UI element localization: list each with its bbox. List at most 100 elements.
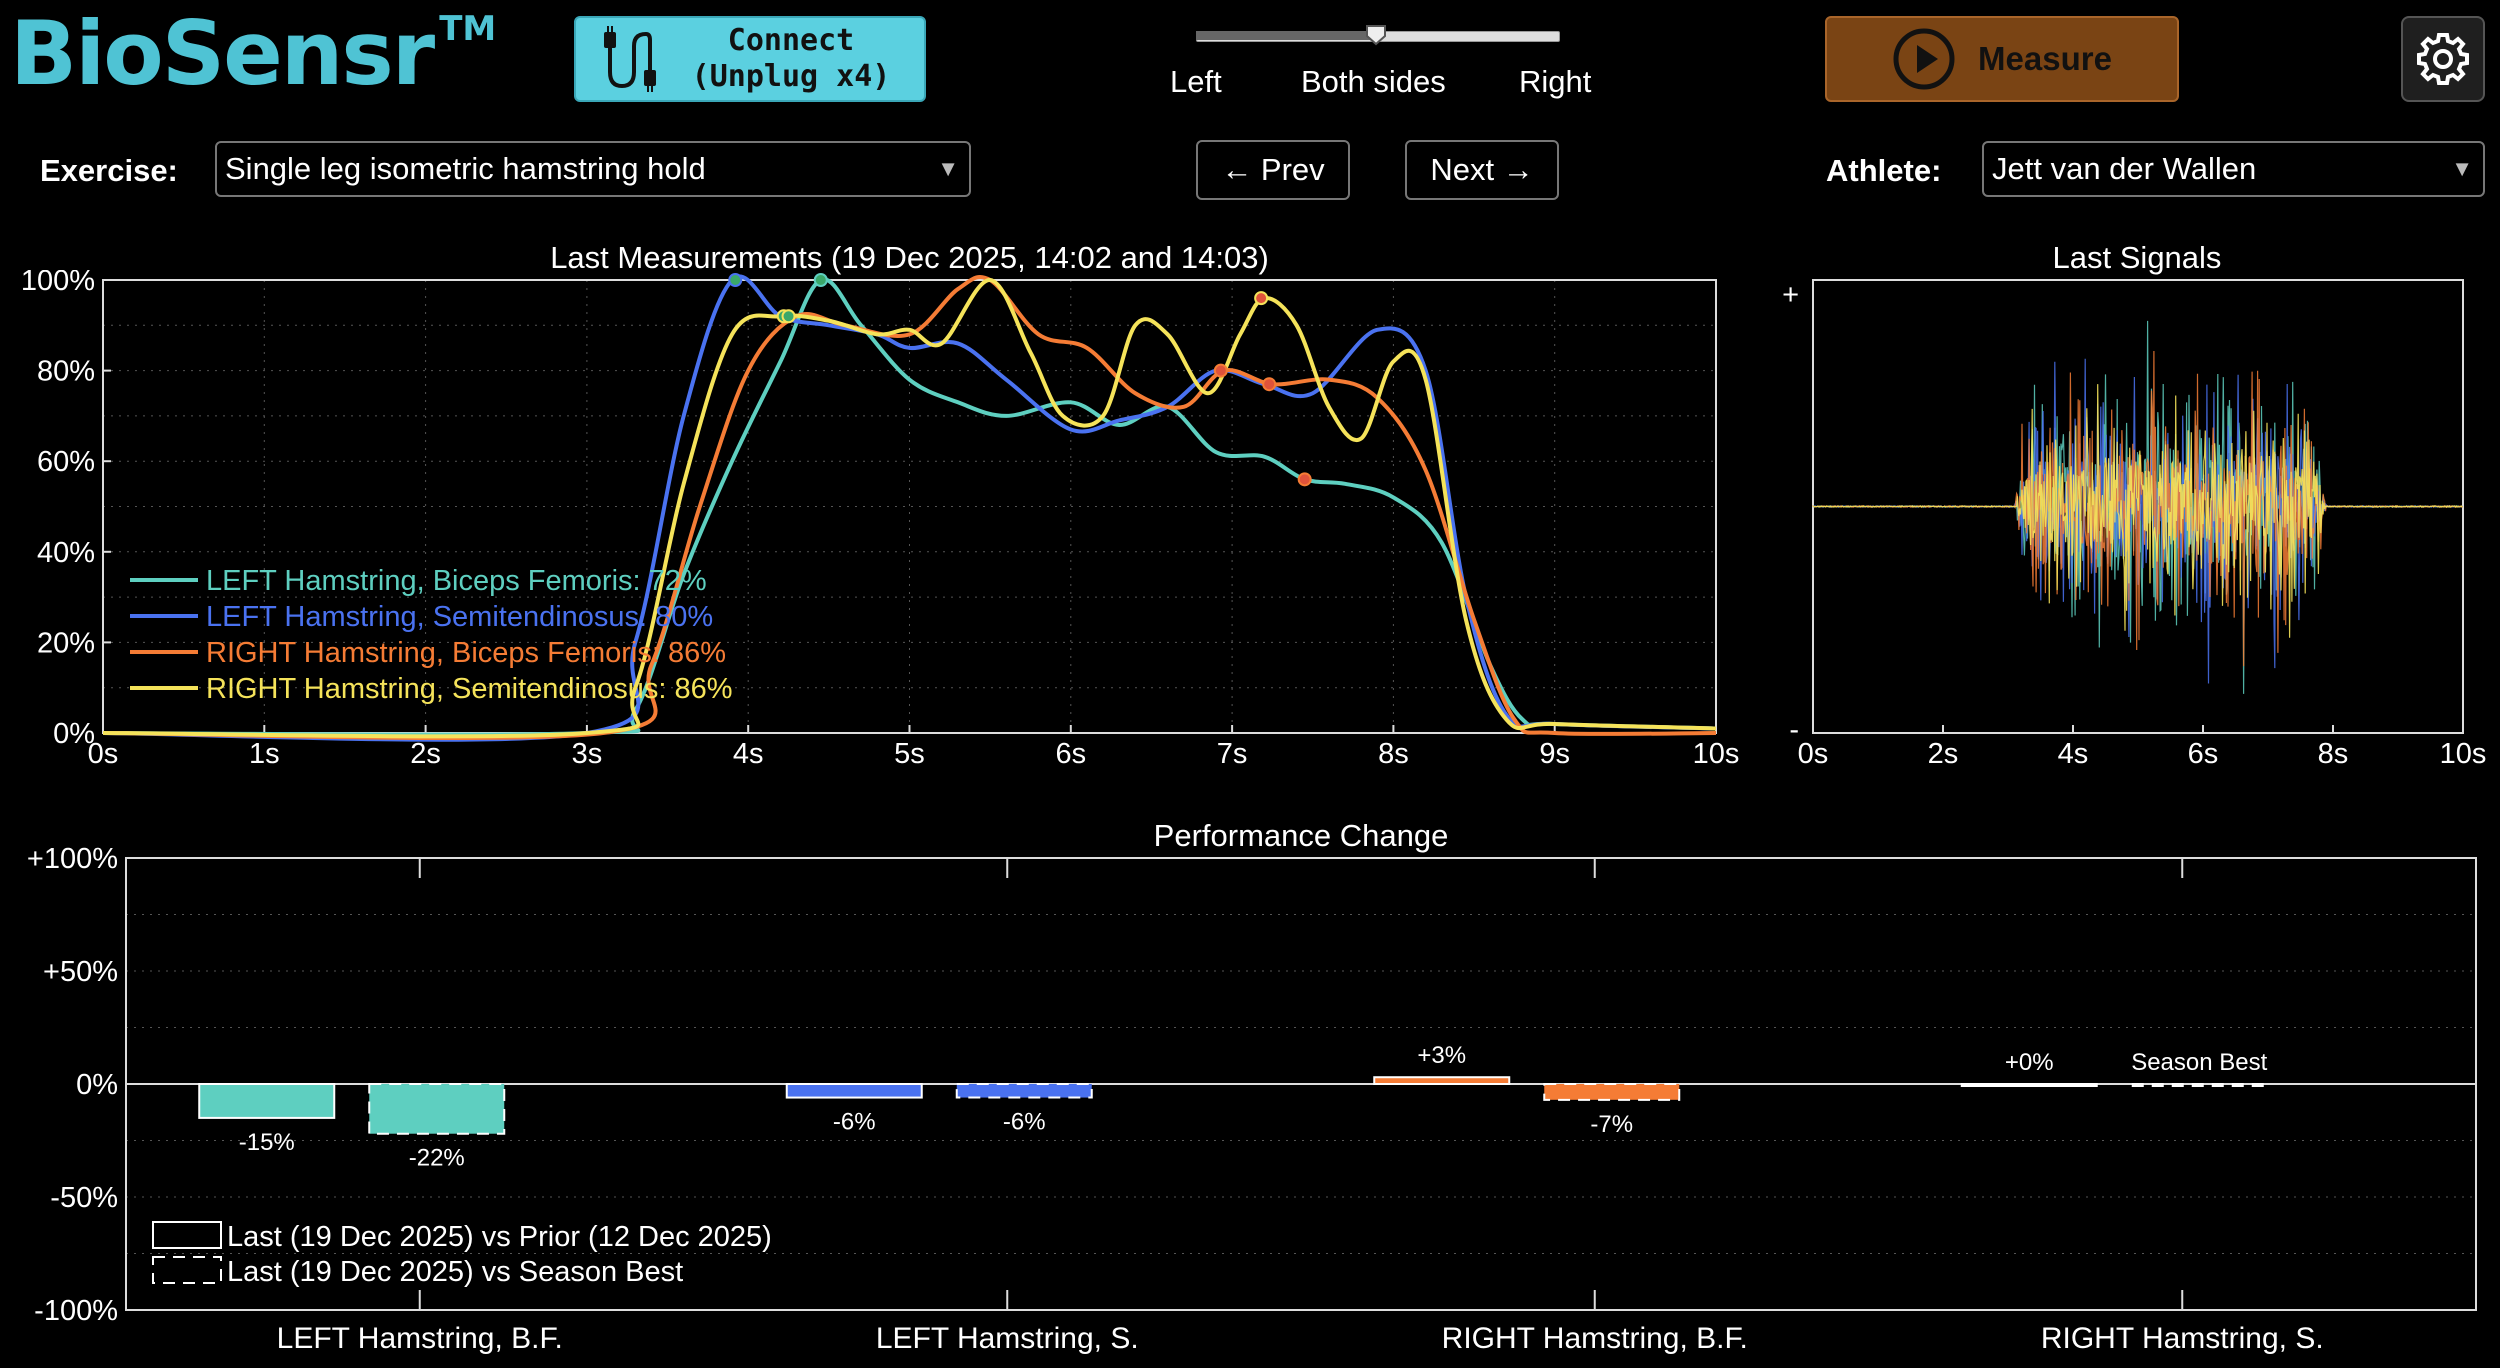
y-tick-label: +50% (43, 956, 118, 988)
app-logo: BioSensr TM (10, 10, 496, 98)
series-line-3 (102, 278, 1717, 739)
y-tick-label: - (1789, 714, 1799, 746)
chevron-down-icon: ▼ (937, 156, 959, 181)
x-tick-label: 8s (1378, 738, 1409, 770)
peak-marker (813, 273, 828, 287)
x-tick-label: 6s (2188, 738, 2219, 770)
bar-vs-season-best (2130, 1083, 2268, 1087)
peak-marker (728, 273, 743, 287)
legend-entry: RIGHT Hamstring, Semitendinosus: 86% (206, 673, 733, 705)
peak-marker (1262, 377, 1277, 392)
measure-button[interactable]: Measure (1825, 16, 2179, 102)
x-tick-label: 6s (1055, 738, 1086, 770)
bar-value-label: +3% (1417, 1042, 1466, 1069)
connect-button[interactable]: Connect (Unplug x4) (574, 16, 926, 102)
y-tick-label: -100% (34, 1295, 118, 1327)
side-option-right[interactable]: Right (1519, 64, 1592, 99)
side-option-both[interactable]: Both sides (1301, 64, 1446, 99)
bar-value-label: -6% (833, 1109, 876, 1136)
legend-entry: RIGHT Hamstring, Biceps Femoris: 86% (206, 637, 726, 669)
settings-button[interactable] (2401, 16, 2485, 102)
performance-chart: +100% +50% 0% -50% -100% LEFT Hamstring, B.F.… (27, 845, 2477, 1355)
category-label: LEFT Hamstring, S. (876, 1322, 1139, 1355)
x-tick-label: 10s (2440, 738, 2487, 770)
x-tick-label: 4s (733, 738, 764, 770)
measure-button-label: Measure (1978, 40, 2112, 77)
next-button[interactable]: Next → (1405, 140, 1559, 200)
peak-marker (1297, 472, 1312, 487)
y-tick-label: 40% (37, 537, 95, 569)
trademark: TM (439, 8, 497, 49)
chevron-down-icon: ▼ (2451, 156, 2473, 181)
y-tick-label: 60% (37, 446, 95, 478)
x-tick-label: 3s (572, 738, 603, 770)
x-tick-label: 10s (1693, 738, 1740, 770)
x-tick-label: 1s (249, 738, 280, 770)
legend-swatch (152, 1221, 222, 1249)
category-label: LEFT Hamstring, B.F. (277, 1322, 563, 1355)
bar-vs-prior (785, 1083, 923, 1099)
bar-value-label: -22% (409, 1145, 465, 1172)
athlete-select-value: Jett van der Wallen (1992, 151, 2257, 186)
y-tick-label: +100% (27, 845, 118, 875)
legend-entry: Last (19 Dec 2025) vs Prior (12 Dec 2025… (227, 1221, 772, 1253)
series-line-0 (102, 277, 1717, 737)
signals-chart-title: Last Signals (2052, 240, 2222, 275)
legend-entry: LEFT Hamstring, Semitendinosus: 80% (206, 601, 713, 633)
peak-marker (1213, 363, 1228, 378)
bar-vs-prior (198, 1083, 336, 1119)
y-tick-label: + (1782, 279, 1799, 311)
x-tick-label: 2s (410, 738, 441, 770)
x-tick-label: 0s (1798, 738, 1829, 770)
y-tick-label: -50% (50, 1182, 118, 1214)
x-tick-label: 2s (1928, 738, 1959, 770)
measurements-chart: 0s 1s 2s 3s 4s 5s 6s 7s 8s 9s 10s 0% 20% 40% 60% 80% 100… (21, 270, 1740, 770)
prev-button[interactable]: ← Prev (1196, 140, 1350, 200)
x-tick-label: 4s (2058, 738, 2089, 770)
side-slider-thumb[interactable] (1365, 24, 1387, 46)
performance-chart-title: Performance Change (1153, 818, 1449, 853)
bar-value-label: Season Best (2131, 1049, 2267, 1076)
legend-swatch (152, 1256, 222, 1284)
bar-value-label: -15% (239, 1129, 295, 1156)
signals-chart: + -0s 2s 4s 6s 8s 10s (1782, 279, 2487, 770)
y-tick-label: 20% (37, 627, 95, 659)
measurements-chart-title: Last Measurements (19 Dec 2025, 14:02 an… (550, 240, 1269, 275)
x-tick-label: 9s (1539, 738, 1570, 770)
y-tick-label: 80% (37, 356, 95, 388)
x-tick-label: 7s (1217, 738, 1248, 770)
legend-entry: LEFT Hamstring, Biceps Femoris: 72% (206, 565, 707, 597)
connect-button-label: Connect (Unplug x4) (691, 23, 891, 94)
peak-marker (781, 309, 796, 324)
y-tick-label: 0% (76, 1069, 118, 1101)
bar-value-label: +0% (2005, 1049, 2054, 1076)
exercise-label: Exercise: (40, 153, 178, 188)
play-icon (1893, 28, 1955, 90)
cable-icon (604, 26, 656, 92)
category-label: RIGHT Hamstring, S. (2041, 1322, 2324, 1355)
bar-vs-prior (1960, 1083, 2098, 1087)
y-tick-label: 0% (53, 718, 95, 750)
bar-value-label: -6% (1003, 1109, 1046, 1136)
bar-vs-season-best (368, 1083, 506, 1135)
exercise-select[interactable]: Single leg isometric hamstring hold ▼ (215, 141, 971, 197)
athlete-label: Athlete: (1826, 153, 1942, 188)
gear-icon (2417, 33, 2469, 85)
side-option-left[interactable]: Left (1170, 64, 1222, 99)
bar-vs-season-best (955, 1083, 1093, 1099)
series-line-1 (102, 274, 1717, 742)
signal-trace-3 (1812, 384, 2463, 638)
x-tick-label: 5s (894, 738, 925, 770)
athlete-select[interactable]: Jett van der Wallen ▼ (1982, 141, 2485, 197)
y-tick-label: 100% (21, 270, 95, 297)
app-name: BioSensr (10, 2, 435, 105)
bar-vs-season-best (1543, 1083, 1681, 1101)
side-slider-fill (1196, 31, 1376, 40)
bar-value-label: -7% (1590, 1111, 1633, 1138)
exercise-select-value: Single leg isometric hamstring hold (225, 151, 706, 186)
legend-entry: Last (19 Dec 2025) vs Season Best (227, 1256, 683, 1288)
x-tick-label: 0s (88, 738, 119, 770)
bar-vs-prior (1373, 1076, 1511, 1086)
x-tick-label: 8s (2318, 738, 2349, 770)
category-label: RIGHT Hamstring, B.F. (1442, 1322, 1748, 1355)
